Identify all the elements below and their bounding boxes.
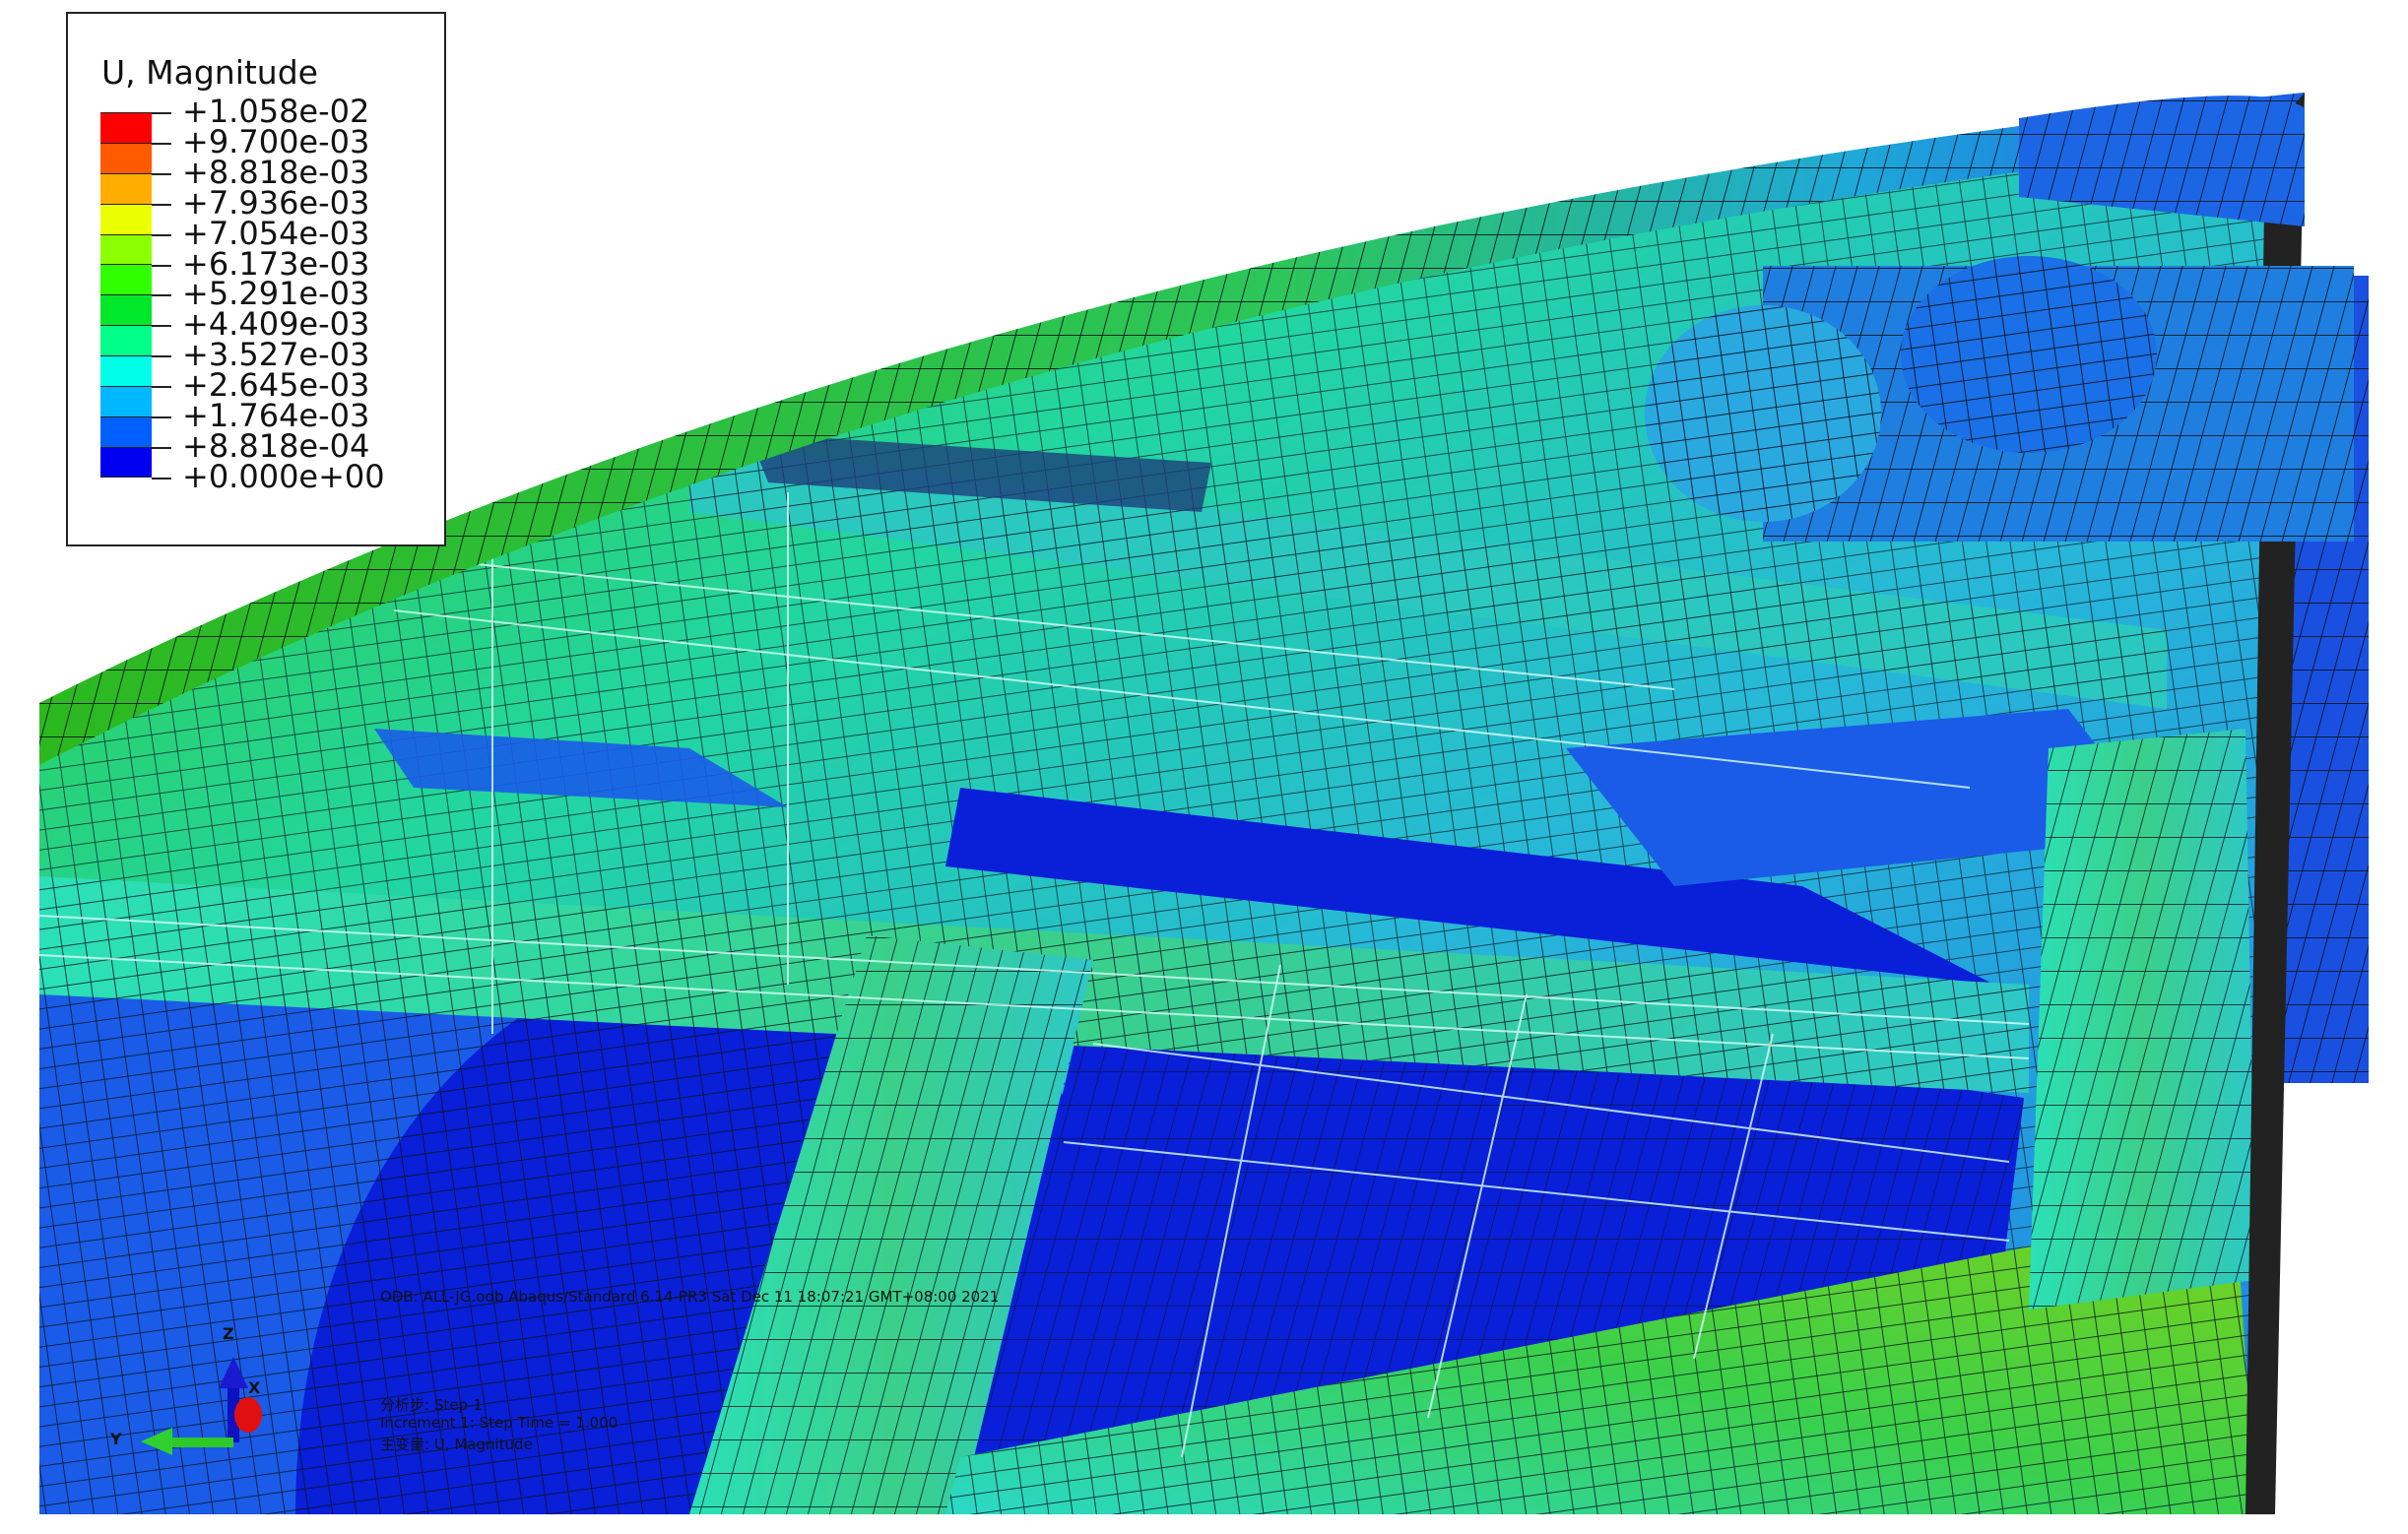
legend-tick: [152, 355, 171, 358]
legend-tick: [152, 386, 171, 389]
legend-label: +7.054e-03: [182, 214, 370, 252]
legend-tick: [152, 264, 171, 267]
legend-tick: [152, 142, 171, 145]
legend-swatch: [100, 446, 152, 478]
legend-label: +8.818e-04: [182, 426, 370, 465]
triad-x-label: X: [248, 1378, 261, 1397]
beams: [39, 433, 2255, 1514]
legend-tick: [152, 203, 171, 206]
legend-tick: [152, 172, 171, 175]
legend-label: +4.409e-03: [182, 305, 370, 344]
stiffener-lines: [38, 492, 2030, 1458]
odb-info: ODB: ALL-JG.odb Abaqus/Standard 6.14-PR3…: [380, 1288, 1000, 1306]
legend-swatch: [100, 325, 152, 356]
triad-y-label: Y: [110, 1430, 122, 1448]
legend-title: U, Magnitude: [101, 53, 318, 92]
legend-label: +6.173e-03: [182, 244, 370, 283]
variable-info: 主变量: U, Magnitude: [380, 1436, 533, 1453]
legend-tick: [152, 325, 171, 328]
legend-tick: [152, 446, 171, 449]
legend-color-bar: [100, 112, 152, 478]
triad-z-label: Z: [223, 1324, 234, 1343]
legend-swatch: [100, 355, 152, 387]
increment-info: Increment 1: Step Time = 1.000: [380, 1414, 618, 1432]
legend-label: +9.700e-03: [182, 122, 370, 160]
legend-swatch: [100, 172, 152, 204]
legend-swatch: [100, 386, 152, 416]
legend-swatch: [100, 264, 152, 295]
legend-label: +5.291e-03: [182, 275, 370, 313]
legend-swatch: [100, 415, 152, 447]
legend-label: +8.818e-03: [182, 153, 370, 191]
contour-legend: U, Magnitude +1.058e-02 +9.700e-03 +8.818e…: [66, 12, 446, 546]
legend-swatch: [100, 142, 152, 173]
legend-tick: [152, 294, 171, 297]
legend-tick: [152, 112, 171, 114]
legend-label: +3.527e-03: [182, 336, 370, 374]
axis-triad: [141, 1357, 262, 1455]
legend-label: +1.764e-03: [182, 397, 370, 434]
deck-openings: [374, 709, 2167, 1462]
legend-tick: [152, 233, 171, 236]
legend-swatch: [100, 112, 152, 143]
legend-swatch: [100, 294, 152, 326]
legend-label: +7.936e-03: [182, 183, 370, 222]
legend-label: +2.645e-03: [182, 366, 370, 405]
tank-structures: [1645, 96, 2354, 542]
step-info: 分析步: Step-1: [380, 1396, 483, 1414]
legend-label: +0.000e+00: [182, 457, 385, 495]
legend-tick: [152, 416, 171, 418]
legend-label: +1.058e-02: [182, 93, 370, 130]
legend-tick: [152, 477, 171, 479]
legend-swatch: [100, 203, 152, 234]
legend-swatch: [100, 233, 152, 265]
